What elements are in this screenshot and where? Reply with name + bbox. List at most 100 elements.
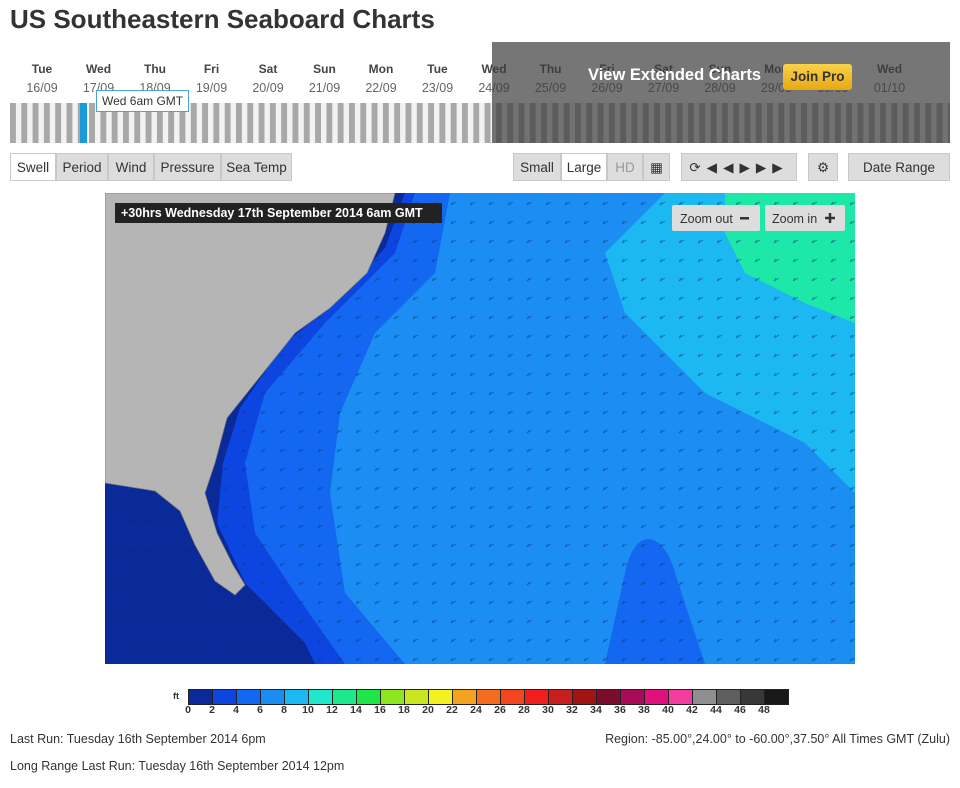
legend-swatch [548,689,573,705]
last-run: Last Run: Tuesday 16th September 2014 6p… [10,732,266,746]
legend-label: 26 [494,704,506,716]
minus-icon [740,217,749,220]
day-name: Tue [427,62,448,76]
legend-label: 2 [209,704,215,716]
legend-label: 14 [350,704,362,716]
legend-label: 10 [302,704,314,716]
legend-swatch [380,689,405,705]
day-date: 22/09 [365,81,397,95]
legend-label: 24 [470,704,482,716]
legend-label: 18 [398,704,410,716]
legend-label: 30 [542,704,554,716]
legend-swatch [596,689,621,705]
legend-label: 4 [233,704,239,716]
legend-label: 38 [638,704,650,716]
grid-button[interactable]: ▦ [643,153,670,181]
day-name: Sat [258,62,278,76]
legend-swatch [500,689,525,705]
legend-swatch [668,689,693,705]
legend-swatch [452,689,477,705]
region: Region: -85.00°,24.00° to -60.00°,37.50°… [605,732,950,746]
legend-swatch [188,689,213,705]
tab-button[interactable]: Pressure [154,153,221,181]
legend-swatch [260,689,285,705]
legend-label: 40 [662,704,674,716]
legend-label: 42 [686,704,698,716]
legend-swatch [404,689,429,705]
legend-swatch [212,689,237,705]
day-name: Tue [31,62,53,76]
size-button[interactable]: HD [607,153,643,181]
legend-swatch [476,689,501,705]
legend-label: 46 [734,704,746,716]
settings-button[interactable]: ⚙ [808,153,838,181]
legend-swatch [740,689,765,705]
legend-swatch [644,689,669,705]
legend-label: 16 [374,704,386,716]
day-column[interactable]: Sun 21/09 [297,62,353,95]
day-column[interactable]: Tue 16/09 [14,62,70,95]
map-label: +30hrs Wednesday 17th September 2014 6am… [121,206,423,220]
legend-swatch [236,689,261,705]
timeline-tooltip: Wed 6am GMT [96,90,190,112]
day-date: 19/09 [195,81,228,95]
day-name: Mon [368,62,394,76]
legend-label: 34 [590,704,602,716]
day-name: Fri [203,62,220,76]
legend-label: 8 [281,704,287,716]
day-column[interactable]: Tue 23/09 [410,62,466,95]
day-date: 20/09 [252,81,284,95]
size-button[interactable]: Small [513,153,561,181]
zoom-in-label: Zoom in [772,212,817,226]
date-range-button[interactable]: Date Range [848,153,950,181]
day-date: 23/09 [421,81,454,95]
map-land [105,193,396,596]
day-name: Thu [144,62,166,76]
legend-swatch [356,689,381,705]
day-date: 21/09 [308,81,341,95]
legend-label: 22 [446,704,458,716]
day-column[interactable]: Fri 19/09 [184,62,240,95]
legend-swatch [332,689,357,705]
day-column[interactable]: Mon 22/09 [353,62,409,95]
tab-button[interactable]: Period [56,153,108,181]
legend-swatch [524,689,549,705]
legend-label: 12 [326,704,338,716]
long-range-run: Long Range Last Run: Tuesday 16th Septem… [10,759,345,773]
legend-swatch [620,689,645,705]
legend-swatch [764,689,789,705]
legend-label: 6 [257,704,263,716]
legend-swatch [716,689,741,705]
day-name: Sun [313,62,336,76]
tab-button[interactable]: Wind [108,153,154,181]
day-name: Wed [85,62,112,76]
legend-label: 0 [185,704,191,716]
zoom-out-label: Zoom out [680,212,733,226]
legend-unit: ft [173,691,179,701]
date-range-label: Date Range [862,160,936,175]
day-column[interactable]: Sat 20/09 [240,62,296,95]
tab-button[interactable]: Swell [10,153,56,181]
legend-label: 28 [518,704,530,716]
legend-label: 32 [566,704,578,716]
legend-label: 44 [710,704,722,716]
timeline-marker [80,103,87,143]
legend-swatch [308,689,333,705]
legend-swatch [428,689,453,705]
swell-map: +30hrs Wednesday 17th September 2014 6am… [105,193,855,664]
size-button[interactable]: Large [561,153,607,181]
playback-controls[interactable]: ⟳◀◀▶▶▶ [681,153,797,181]
plus-icon [825,213,835,223]
extended-overlay[interactable] [492,42,950,143]
zoom-in-button[interactable] [765,205,845,231]
legend-swatch [692,689,717,705]
legend-label: 36 [614,704,626,716]
join-pro-button[interactable]: Join Pro [783,64,852,90]
legend-swatch [572,689,597,705]
page-title: US Southeastern Seaboard Charts [10,4,435,34]
map-label-box [115,203,442,223]
zoom-out-button[interactable] [672,205,760,231]
tab-button[interactable]: Sea Temp [221,153,292,181]
